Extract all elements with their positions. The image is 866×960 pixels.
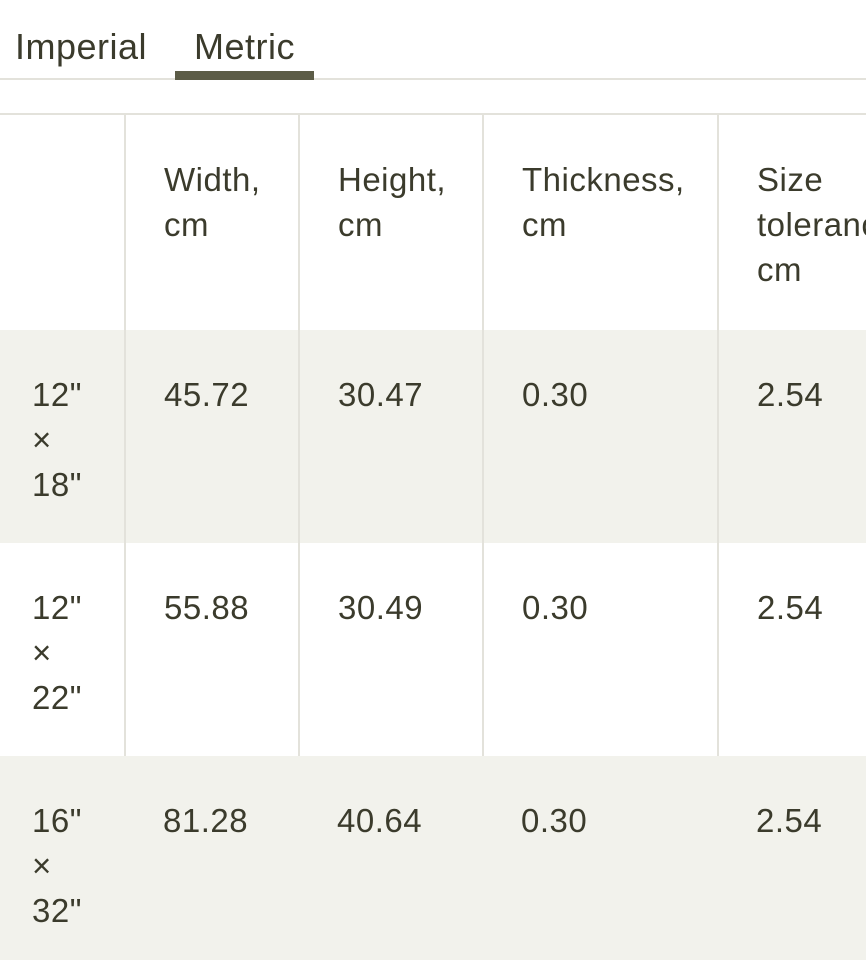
active-tab-underline: [175, 71, 315, 80]
tab-imperial[interactable]: Imperial: [0, 0, 166, 80]
table-row: 12" × 22" 55.88 30.49 0.30 2.54: [0, 543, 866, 756]
column-header-thickness: Thickness, cm: [482, 115, 718, 330]
table-row: 12" × 18" 45.72 30.47 0.30 2.54: [0, 330, 866, 543]
table-cell: 30.47: [298, 330, 483, 543]
table-row: 16" × 32" 81.28 40.64 0.30 2.54: [0, 756, 866, 960]
table-header-row: Width, cm Height, cm Thickness, cm Size …: [0, 115, 866, 330]
table-cell: 81.28: [163, 802, 249, 839]
table-cell: 2.54: [756, 802, 823, 839]
size-table: Width, cm Height, cm Thickness, cm Size …: [0, 115, 866, 960]
table-cell: 0.30: [482, 543, 718, 756]
row-label: 16" × 32": [32, 802, 82, 929]
row-label: 12" × 22": [32, 589, 82, 716]
table-cell: 40.64: [337, 802, 423, 839]
table-cell: 0.30: [482, 330, 718, 543]
table-cell: 55.88: [124, 543, 299, 756]
units-tab-bar: Imperial Metric: [0, 0, 866, 80]
table-cell: 2.54: [717, 330, 866, 543]
column-header-size-tolerance: Size tolerance, cm: [717, 115, 866, 330]
size-table-scroll-container[interactable]: Width, cm Height, cm Thickness, cm Size …: [0, 113, 866, 960]
table-cell: 2.54: [717, 543, 866, 756]
tab-metric[interactable]: Metric: [175, 0, 315, 80]
row-label: 12" × 18": [32, 376, 82, 503]
table-cell: 0.30: [521, 802, 588, 839]
tab-metric-label: Metric: [194, 26, 296, 67]
table-cell: 45.72: [124, 330, 299, 543]
column-header-width: Width, cm: [124, 115, 299, 330]
corner-header-cell: [0, 115, 125, 330]
tab-imperial-label: Imperial: [15, 26, 148, 67]
column-header-height: Height, cm: [298, 115, 483, 330]
table-cell: 30.49: [298, 543, 483, 756]
